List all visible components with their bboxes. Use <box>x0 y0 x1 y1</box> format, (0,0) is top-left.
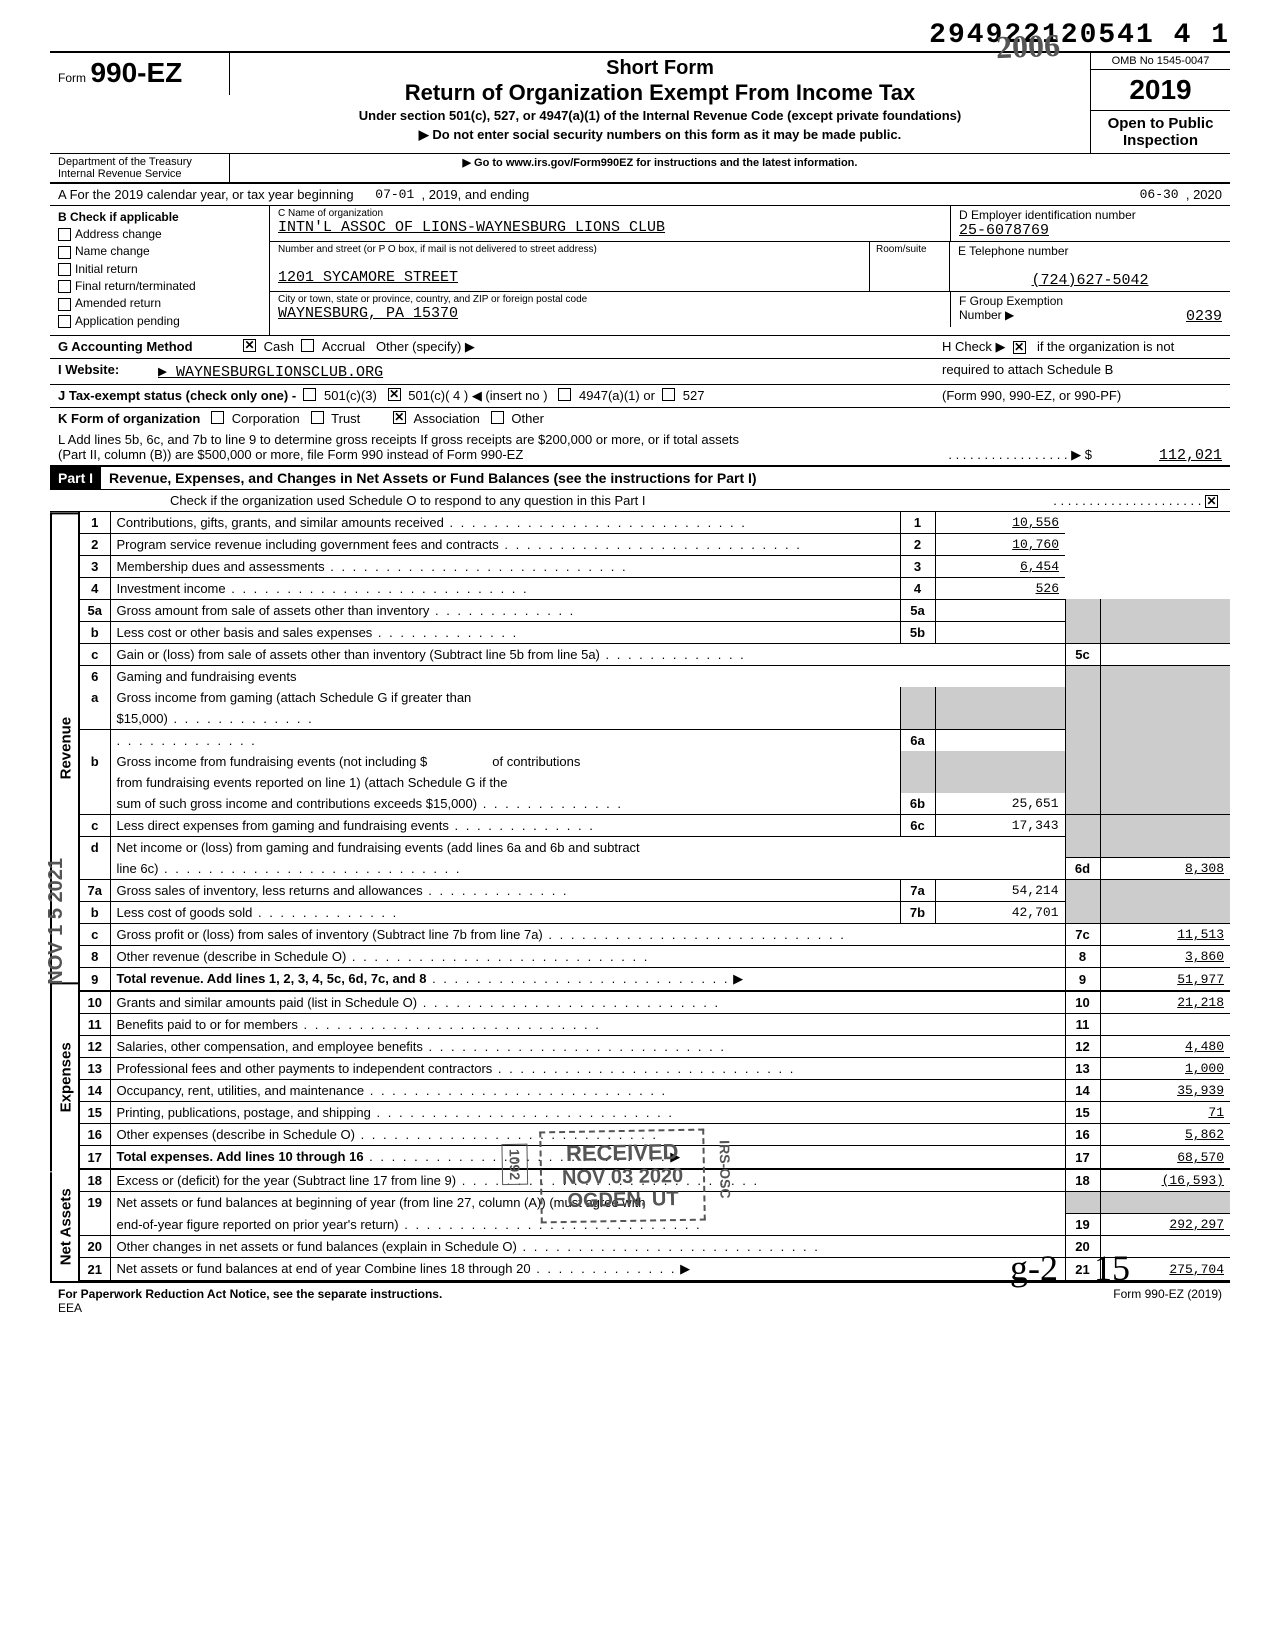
section-expenses: Expenses <box>50 982 80 1171</box>
chk-other-org[interactable] <box>491 411 504 424</box>
row-l-gross-receipts: L Add lines 5b, 6c, and 7b to line 9 to … <box>50 429 1230 467</box>
row-i-label: I Website: <box>58 362 158 381</box>
chk-initial-return[interactable] <box>58 263 71 276</box>
group-exemption-value: 0239 <box>1186 308 1222 325</box>
chk-application-pending[interactable] <box>58 315 71 328</box>
chk-trust[interactable] <box>311 411 324 424</box>
chk-address-change[interactable] <box>58 228 71 241</box>
ein-value: 25-6078769 <box>959 222 1222 239</box>
title-main: Return of Organization Exempt From Incom… <box>240 80 1080 106</box>
warning-ssn: ▶ Do not enter social security numbers o… <box>240 127 1080 143</box>
part1-label: Part I <box>50 467 101 489</box>
col-b-checkboxes: B Check if applicable Address change Nam… <box>50 206 270 335</box>
chk-527[interactable] <box>662 388 675 401</box>
chk-501c3[interactable] <box>303 388 316 401</box>
row-h-label: H Check ▶ <box>942 339 1005 354</box>
chk-cash[interactable] <box>243 339 256 352</box>
row-k-label: K Form of organization <box>58 411 200 426</box>
website-value: ▶ WAYNESBURGLIONSCLUB.ORG <box>158 362 383 381</box>
footer-form-ref: Form 990-EZ (2019) <box>1113 1287 1222 1315</box>
org-name-label: C Name of organization <box>278 208 942 219</box>
chk-final-return[interactable] <box>58 280 71 293</box>
org-name: INTN'L ASSOC OF LIONS-WAYNESBURG LIONS C… <box>278 219 942 236</box>
chk-corporation[interactable] <box>211 411 224 424</box>
form-number: 990-EZ <box>90 57 182 88</box>
ein-label: D Employer identification number <box>959 208 1222 222</box>
form-prefix: Form <box>58 71 86 85</box>
title-subtitle: Under section 501(c), 527, or 4947(a)(1)… <box>240 108 1080 123</box>
phone-value: (724)627-5042 <box>958 272 1222 289</box>
section-revenue: Revenue <box>50 512 80 982</box>
title-short: Short Form <box>240 57 1080 80</box>
street-value: 1201 SYCAMORE STREET <box>278 269 861 286</box>
part1-title: Revenue, Expenses, and Changes in Net As… <box>101 467 765 489</box>
open-to-public: Open to PublicInspection <box>1091 111 1230 153</box>
part1-check-text: Check if the organization used Schedule … <box>170 493 646 508</box>
street-label: Number and street (or P O box, if mail i… <box>278 244 861 255</box>
phone-label: E Telephone number <box>958 244 1222 258</box>
tax-year: 2019 <box>1091 70 1230 111</box>
chk-schedule-o[interactable] <box>1205 495 1218 508</box>
form-header: Form 990-EZ Short Form Return of Organiz… <box>50 51 1230 154</box>
chk-amended-return[interactable] <box>58 298 71 311</box>
signature: g-2 15 <box>1010 1247 1130 1289</box>
footer-eea: EEA <box>58 1301 82 1315</box>
group-exemption-label: F Group Exemption <box>959 294 1222 308</box>
row-a-tax-year: A For the 2019 calendar year, or tax yea… <box>50 184 1230 206</box>
row-g-label: G Accounting Method <box>58 339 243 355</box>
chk-name-change[interactable] <box>58 246 71 259</box>
city-label: City or town, state or province, country… <box>278 294 942 305</box>
footer-paperwork: For Paperwork Reduction Act Notice, see … <box>58 1287 442 1301</box>
row-j-label: J Tax-exempt status (check only one) - <box>58 388 296 404</box>
room-suite-label: Room/suite <box>870 242 950 291</box>
omb-number: OMB No 1545-0047 <box>1091 53 1230 70</box>
section-net-assets: Net Assets <box>50 1172 80 1281</box>
chk-4947[interactable] <box>558 388 571 401</box>
instructions-link: ▶ Go to www.irs.gov/Form990EZ for instru… <box>230 154 1090 182</box>
chk-schedule-b[interactable] <box>1013 341 1026 354</box>
document-id: 294922120541 4 1 <box>50 20 1230 51</box>
chk-association[interactable] <box>393 411 406 424</box>
chk-accrual[interactable] <box>301 339 314 352</box>
part1-table: 1Contributions, gifts, grants, and simil… <box>80 512 1230 1281</box>
dept-treasury: Department of the TreasuryInternal Reven… <box>50 154 230 182</box>
chk-501c4[interactable] <box>388 388 401 401</box>
city-value: WAYNESBURG, PA 15370 <box>278 305 942 322</box>
